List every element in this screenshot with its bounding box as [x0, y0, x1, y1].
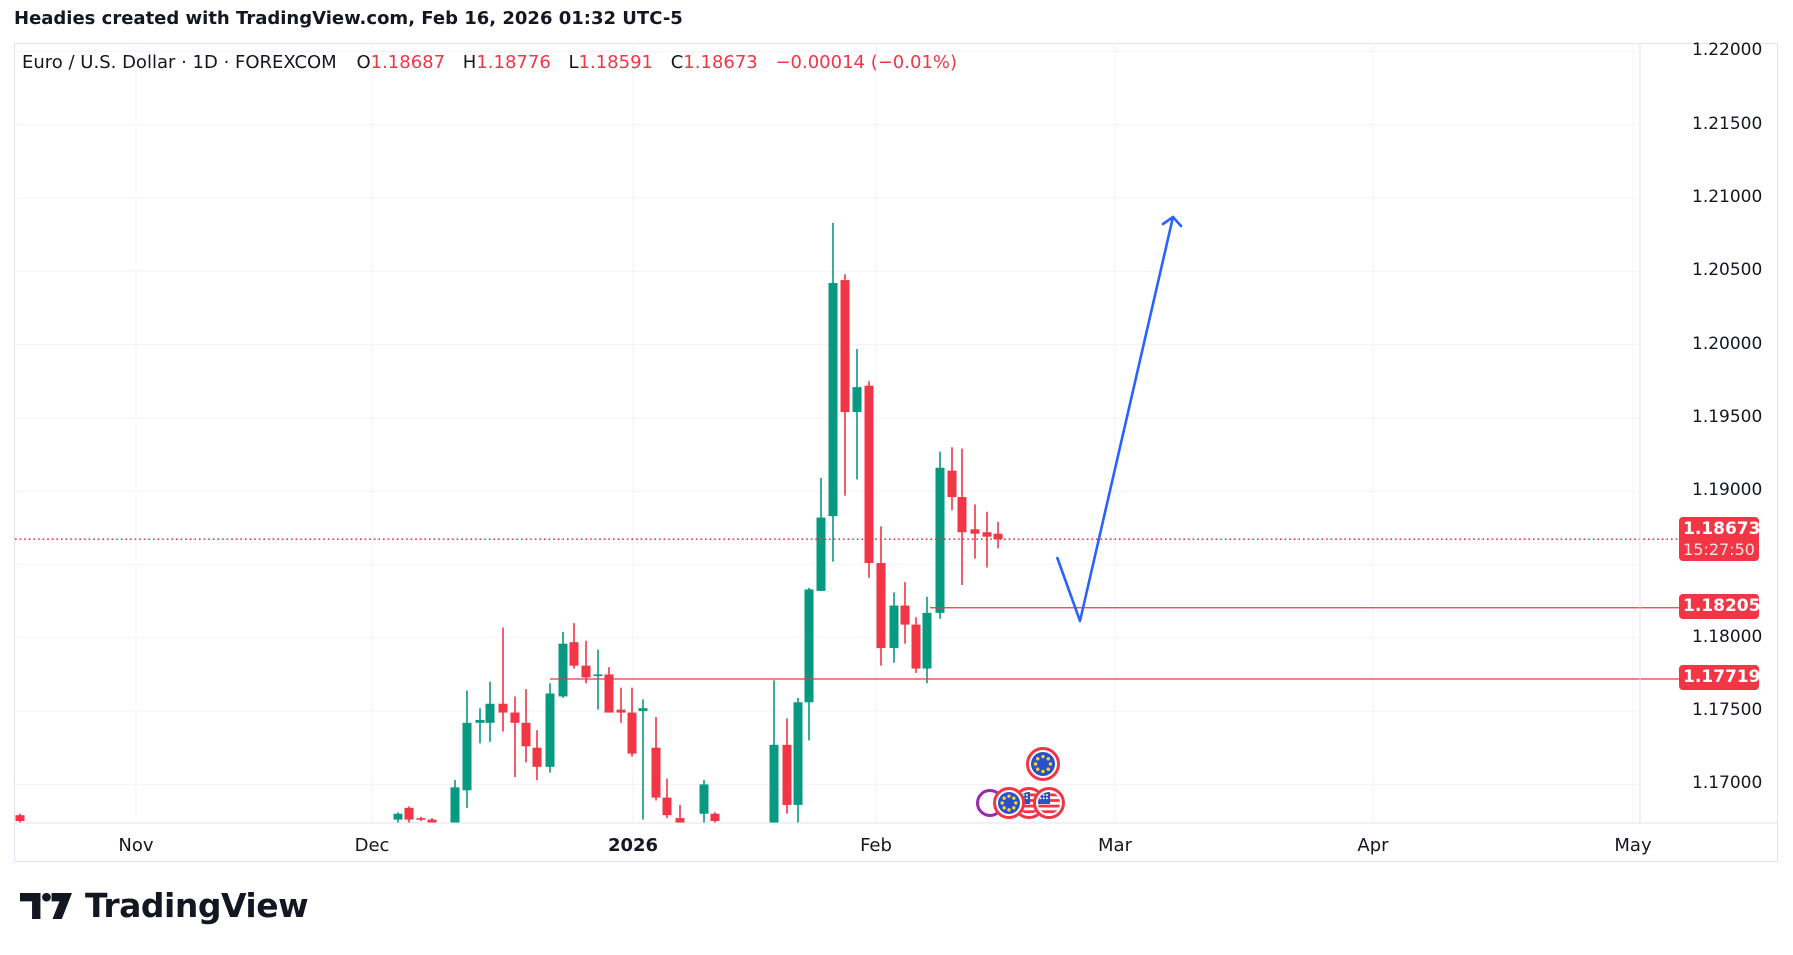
tradingview-logo[interactable]: TradingView: [20, 886, 309, 925]
price-badge: 1.18673 15:27:50: [1679, 517, 1760, 562]
price-tick-label: 1.19000: [1692, 480, 1763, 501]
watermark-header: Headies created with TradingView.com, Fe…: [14, 8, 683, 29]
time-tick-label: 2026: [607, 835, 659, 856]
price-tick-label: 1.20000: [1692, 333, 1763, 354]
tradingview-logo-icon: [20, 892, 72, 919]
time-tick-label: Feb: [860, 835, 892, 856]
legend-change: −0.00014 (−0.01%): [775, 52, 958, 73]
price-tick-label: 1.21000: [1692, 187, 1763, 207]
chart-widget[interactable]: [14, 43, 1778, 862]
legend-close: C1.18673: [670, 52, 758, 73]
price-tick-label: 1.19500: [1692, 406, 1763, 427]
tradingview-logo-text: TradingView: [85, 886, 309, 925]
time-tick-label: Mar: [1098, 835, 1132, 856]
price-tick-label: 1.20500: [1692, 260, 1763, 281]
price-tick-label: 1.17000: [1692, 773, 1763, 794]
legend-low: L1.18591: [568, 52, 653, 73]
price-tick-label: 1.21500: [1692, 113, 1763, 134]
price-tick-label: 1.18000: [1692, 626, 1763, 647]
time-tick-label: Nov: [118, 835, 154, 856]
time-tick-label: Dec: [354, 835, 390, 856]
symbol-title[interactable]: Euro / U.S. Dollar · 1D · FOREXCOM: [22, 52, 337, 73]
time-tick-label: Apr: [1357, 835, 1389, 856]
price-badge: 1.18205: [1679, 594, 1760, 620]
price-tick-label: 1.17500: [1692, 700, 1763, 721]
time-tick-label: May: [1614, 835, 1652, 856]
chart-legend[interactable]: Euro / U.S. Dollar · 1D · FOREXCOM O1.18…: [22, 52, 957, 73]
legend-open: O1.18687: [356, 52, 446, 73]
price-tick-label: 1.22000: [1692, 40, 1763, 61]
price-badge: 1.17719: [1679, 665, 1760, 691]
legend-high: H1.18776: [462, 52, 551, 73]
